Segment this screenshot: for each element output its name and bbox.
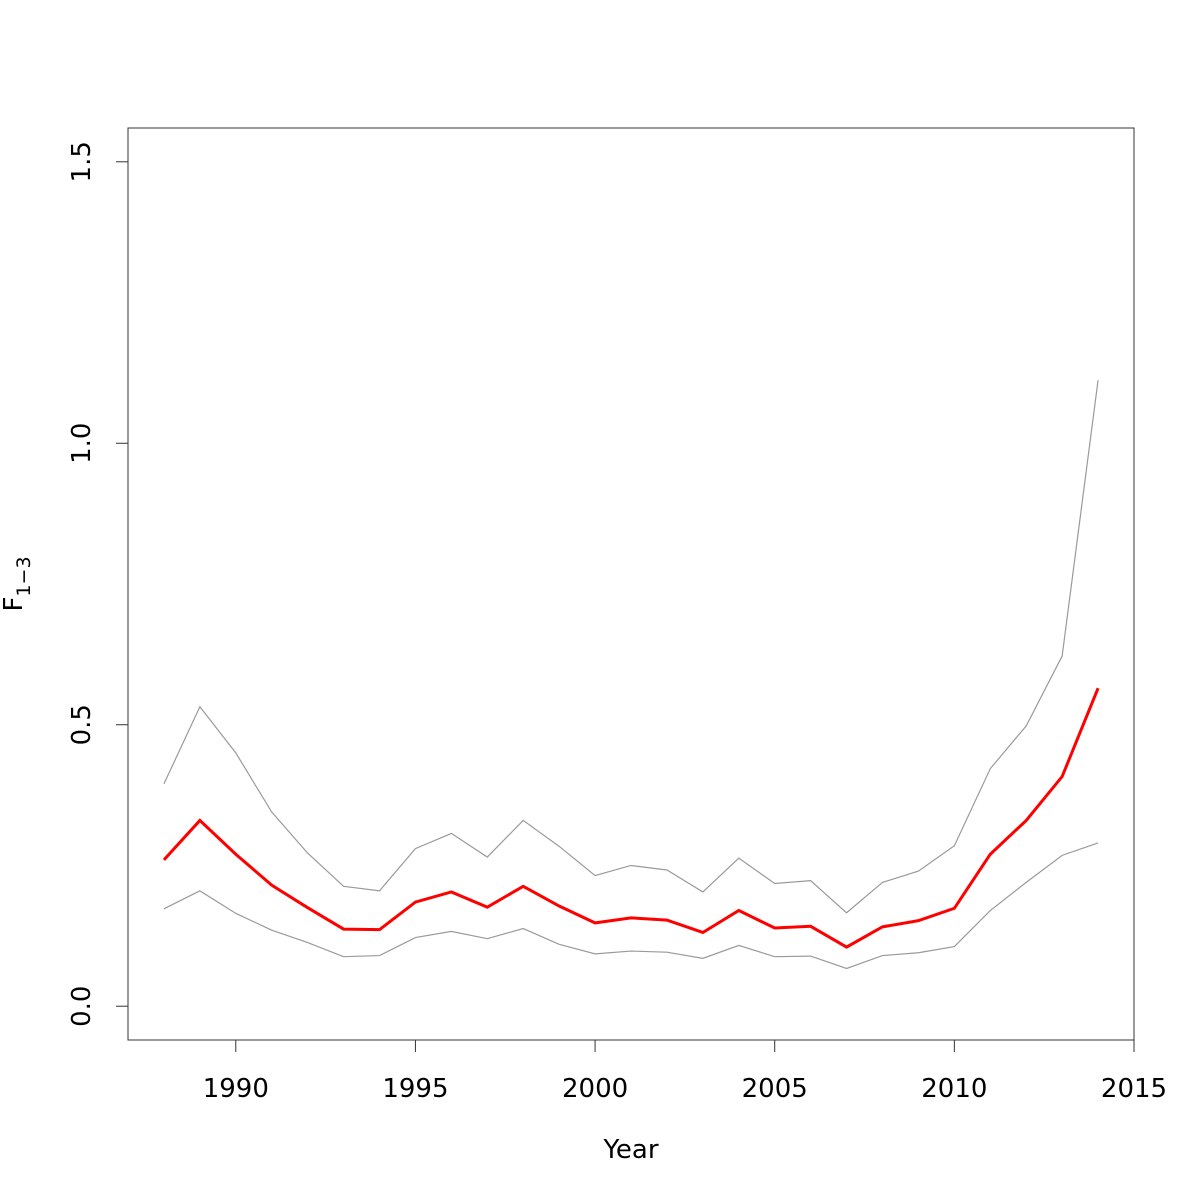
series-line-upper [163,380,1099,914]
x-tick-label: 2015 [1101,1074,1167,1104]
series-line-estimate [162,687,1100,949]
x-tick-label: 2010 [921,1074,987,1104]
y-tick-label: 1.5 [67,141,97,182]
series-layer [162,380,1100,970]
x-axis: 1990 1995 2000 2005 2010 2015 [203,1039,1167,1104]
y-axis-label: F1−3 [0,556,35,611]
series-line-lower [163,842,1099,970]
x-axis-label: Year [602,1135,658,1165]
x-tick-label: 2000 [562,1074,628,1104]
y-tick-label: 1.0 [67,423,97,464]
y-tick-label: 0.5 [67,704,97,745]
x-tick-label: 1995 [382,1074,448,1104]
y-axis-label-base: F [0,597,29,612]
y-axis: 0.0 0.5 1.0 1.5 [67,141,129,1027]
y-tick-label: 0.0 [67,986,97,1027]
plot-frame [127,127,1135,1041]
x-tick-label: 1990 [203,1074,269,1104]
y-axis-label-subscript: 1−3 [13,556,35,596]
x-tick-label: 2005 [742,1074,808,1104]
